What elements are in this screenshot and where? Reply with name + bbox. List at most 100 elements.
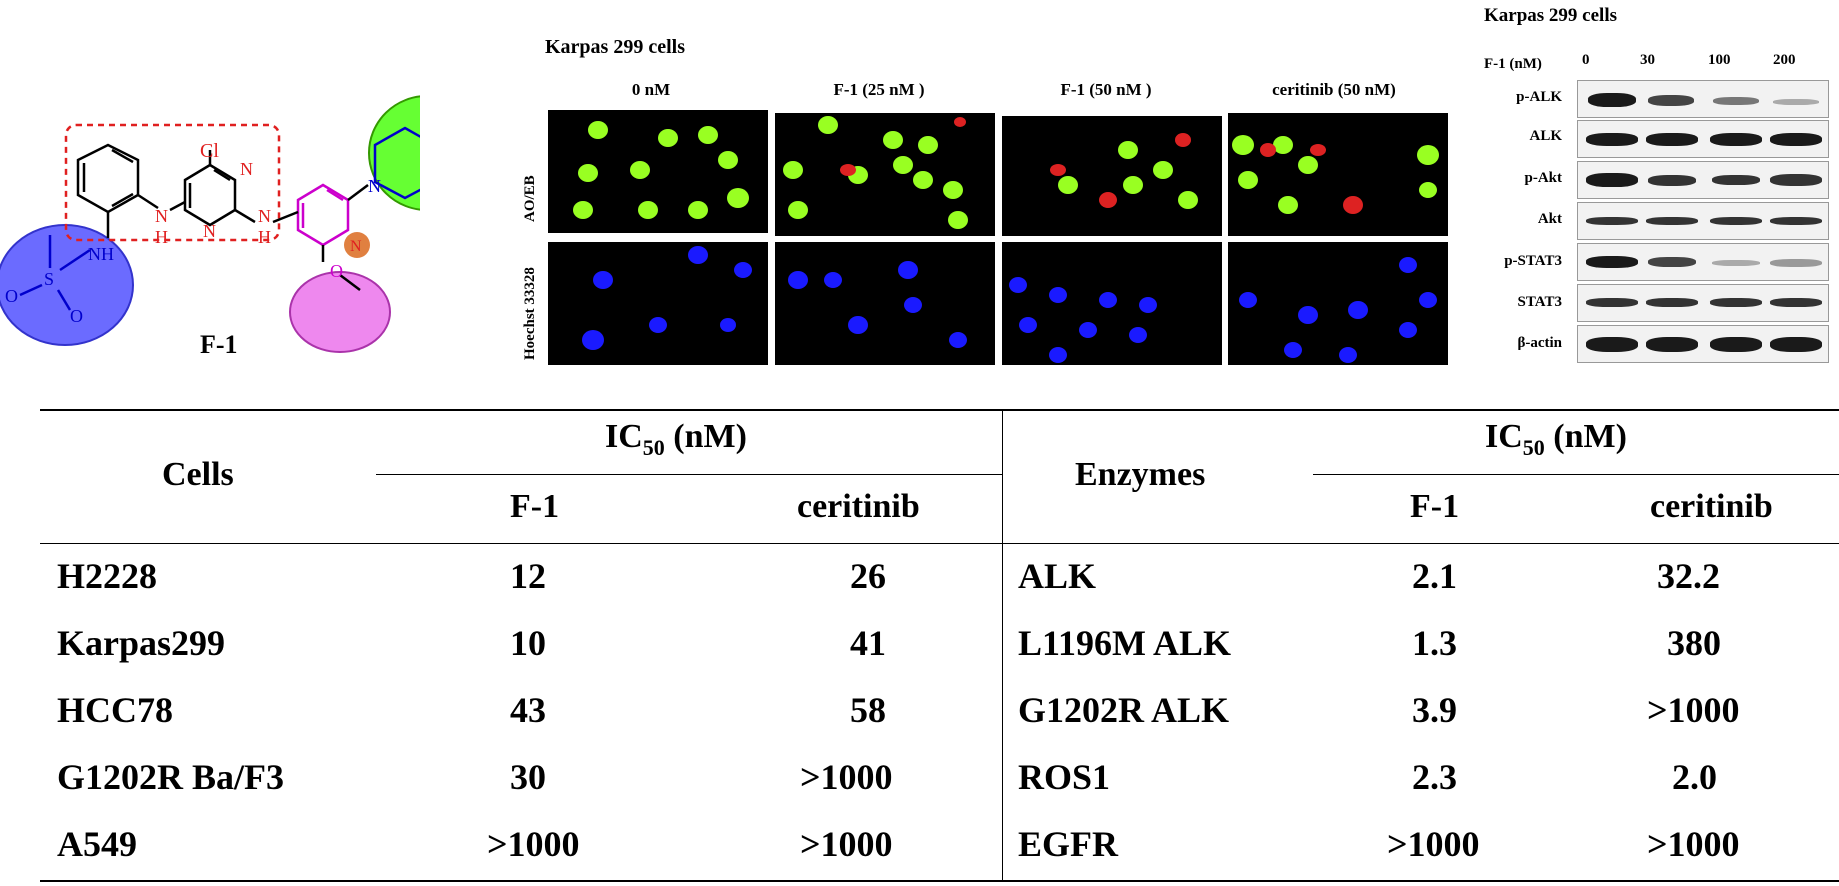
- panel-hoechst-0: [548, 242, 768, 365]
- h-atom: H: [258, 227, 271, 247]
- table-top-rule: [40, 409, 1839, 411]
- o-atom: O: [5, 286, 18, 306]
- f1-value: 12: [510, 556, 546, 596]
- o-atom: O: [330, 261, 343, 281]
- n-atom: N: [350, 238, 362, 255]
- dose-value: 100: [1708, 52, 1731, 68]
- table-sub-rule: [376, 474, 1002, 475]
- table-sub-rule: [1313, 474, 1839, 475]
- table-divider: [1002, 409, 1003, 882]
- dose-label: F-1 (nM): [1484, 56, 1542, 72]
- benzene-ring: [76, 143, 140, 214]
- cell-line-name: A549: [57, 824, 137, 864]
- ceritinib-value: >1000: [800, 757, 893, 797]
- dose-value: 0: [1582, 52, 1590, 68]
- protein-label: p-ALK: [1516, 89, 1562, 105]
- piperazine-ring: [373, 126, 420, 200]
- protein-label: p-Akt: [1524, 170, 1562, 186]
- microscopy-panels: [548, 110, 1448, 365]
- f1-col-header: F-1: [510, 488, 560, 525]
- o-atom: O: [70, 306, 83, 326]
- f1-value: 10: [510, 623, 546, 663]
- blot-strip: [1577, 80, 1829, 118]
- f1-value: 43: [510, 690, 546, 730]
- ceritinib-col-header: ceritinib: [1650, 488, 1773, 525]
- f1-value: 1.3: [1412, 623, 1457, 663]
- column-label: 0 nM: [631, 80, 671, 99]
- dose-value: 200: [1773, 52, 1796, 68]
- ceritinib-value: 2.0: [1672, 757, 1717, 797]
- n-atom: N: [155, 206, 168, 226]
- f1-value: 2.1: [1412, 556, 1457, 596]
- protein-label: STAT3: [1517, 294, 1562, 310]
- row-label: AO/EB: [522, 175, 538, 222]
- piperazine-oval: [368, 95, 420, 211]
- methoxy-oval: [289, 271, 391, 353]
- pyridine-ring: [296, 183, 350, 247]
- cells-header: Cells: [162, 456, 234, 493]
- cell-line-name: G1202R Ba/F3: [57, 757, 285, 797]
- enzyme-name: ROS1: [1018, 757, 1111, 797]
- dashed-core-box: [64, 123, 281, 242]
- h-atom: H: [155, 227, 168, 247]
- f1-value: 30: [510, 757, 546, 797]
- panel-aoeb-cer: [1228, 113, 1448, 236]
- green-cells: [573, 116, 1439, 229]
- f1-value: >1000: [487, 824, 580, 864]
- n-atom: N: [258, 206, 271, 226]
- f1-value: >1000: [1387, 824, 1480, 864]
- ceritinib-value: 58: [850, 690, 886, 730]
- n-atom: N: [203, 221, 216, 241]
- blot-strip: [1577, 284, 1829, 322]
- cell-line-name: HCC78: [57, 690, 173, 730]
- nh-atom: NH: [88, 244, 114, 264]
- n-atom: N: [240, 159, 253, 179]
- pyridine-n-oval: [344, 232, 370, 258]
- enzyme-name: ALK: [1018, 556, 1097, 596]
- dose-value: 30: [1640, 52, 1655, 68]
- ceritinib-col-header: ceritinib: [797, 488, 920, 525]
- cl-atom: Cl: [200, 140, 219, 162]
- enzyme-name: EGFR: [1018, 824, 1119, 864]
- blue-nuclei: [582, 246, 1437, 363]
- table-bottom-rule: [40, 880, 1839, 882]
- western-blot-title: Karpas 299 cells: [1484, 5, 1617, 26]
- column-label: F-1 (50 nM ): [1060, 80, 1152, 99]
- n-atom: N: [368, 176, 381, 196]
- sulfonamide-oval: [0, 224, 134, 346]
- compound-label: F-1: [200, 330, 238, 359]
- s-atom: S: [44, 269, 54, 289]
- ceritinib-value: >1000: [1647, 824, 1740, 864]
- row-label: Hoechst 33328: [522, 267, 538, 360]
- f1-value: 2.3: [1412, 757, 1457, 797]
- f1-col-header: F-1: [1410, 488, 1460, 525]
- ceritinib-value: >1000: [1647, 690, 1740, 730]
- enzymes-header: Enzymes: [1075, 456, 1206, 493]
- table-header-rule: [40, 543, 1839, 544]
- ceritinib-value: 26: [850, 556, 886, 596]
- panel-aoeb-50: [1002, 116, 1222, 236]
- blot-strip: [1577, 202, 1829, 240]
- f1-value: 3.9: [1412, 690, 1457, 730]
- ceritinib-value: 32.2: [1657, 556, 1720, 596]
- cell-line-name: Karpas299: [57, 623, 226, 663]
- protein-label: ALK: [1529, 128, 1562, 144]
- ceritinib-value: >1000: [800, 824, 893, 864]
- red-cells: [840, 117, 1363, 214]
- ceritinib-value: 380: [1667, 623, 1721, 663]
- enzyme-name: L1196M ALK: [1018, 623, 1232, 663]
- protein-label: Akt: [1537, 211, 1562, 227]
- column-label: ceritinib (50 nM): [1272, 80, 1396, 99]
- pyrimidine-ring: [183, 163, 237, 227]
- ceritinib-value: 41: [850, 623, 886, 663]
- chemical-structure-f1: Cl N N N H N H N NH S O O O N N: [0, 95, 420, 353]
- protein-label: p-STAT3: [1504, 253, 1562, 269]
- ic50-header: IC50 (nM): [1485, 418, 1627, 460]
- cell-line-name: H2228: [57, 556, 158, 596]
- blot-strip: [1577, 325, 1829, 363]
- blot-strip: [1577, 161, 1829, 199]
- column-label: F-1 (25 nM ): [833, 80, 925, 99]
- protein-label: β-actin: [1517, 335, 1562, 351]
- enzyme-name: G1202R ALK: [1018, 690, 1230, 730]
- microscopy-title: Karpas 299 cells: [545, 36, 685, 58]
